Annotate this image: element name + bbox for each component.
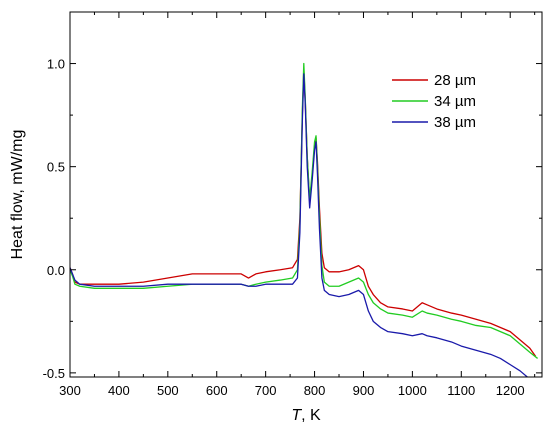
legend-label: 28 µm xyxy=(434,72,476,89)
y-axis-label: Heat flow, mW/mg xyxy=(9,130,26,260)
x-tick-label: 800 xyxy=(304,383,326,398)
y-axis-ticks: -0.5 0.0 0.5 1.0 xyxy=(43,57,542,381)
series-group xyxy=(69,62,539,378)
x-tick-label: 700 xyxy=(255,383,277,398)
x-tick-label: 400 xyxy=(108,383,130,398)
x-tick-label: 300 xyxy=(59,383,81,398)
x-tick-label: 1100 xyxy=(447,383,475,398)
series-line-3 xyxy=(69,73,528,378)
x-axis-label-italic: T xyxy=(291,407,302,424)
x-tick-label: 1200 xyxy=(496,383,525,398)
x-tick-label: 600 xyxy=(206,383,228,398)
y-tick-label: 0.5 xyxy=(47,160,65,175)
x-axis-label: T, K xyxy=(291,407,321,424)
y-tick-label: 1.0 xyxy=(47,57,65,72)
legend-label: 38 µm xyxy=(434,114,476,131)
plot-area: 300 400 500 600 700 800 900 1000 1100 1200 -0.5 0.… xyxy=(43,11,543,398)
x-tick-label: 500 xyxy=(157,383,179,398)
plot-frame xyxy=(69,11,543,378)
y-tick-label: -0.5 xyxy=(43,366,65,381)
x-tick-label: 900 xyxy=(353,383,375,398)
x-tick-label: 1000 xyxy=(398,383,427,398)
legend: 28 µm 34 µm 38 µm xyxy=(392,72,476,131)
x-axis-label-rest: , K xyxy=(301,407,321,424)
y-tick-label: 0.0 xyxy=(47,263,65,278)
x-axis-ticks: 300 400 500 600 700 800 900 1000 1100 1200 xyxy=(59,12,536,398)
legend-label: 34 µm xyxy=(434,93,476,110)
